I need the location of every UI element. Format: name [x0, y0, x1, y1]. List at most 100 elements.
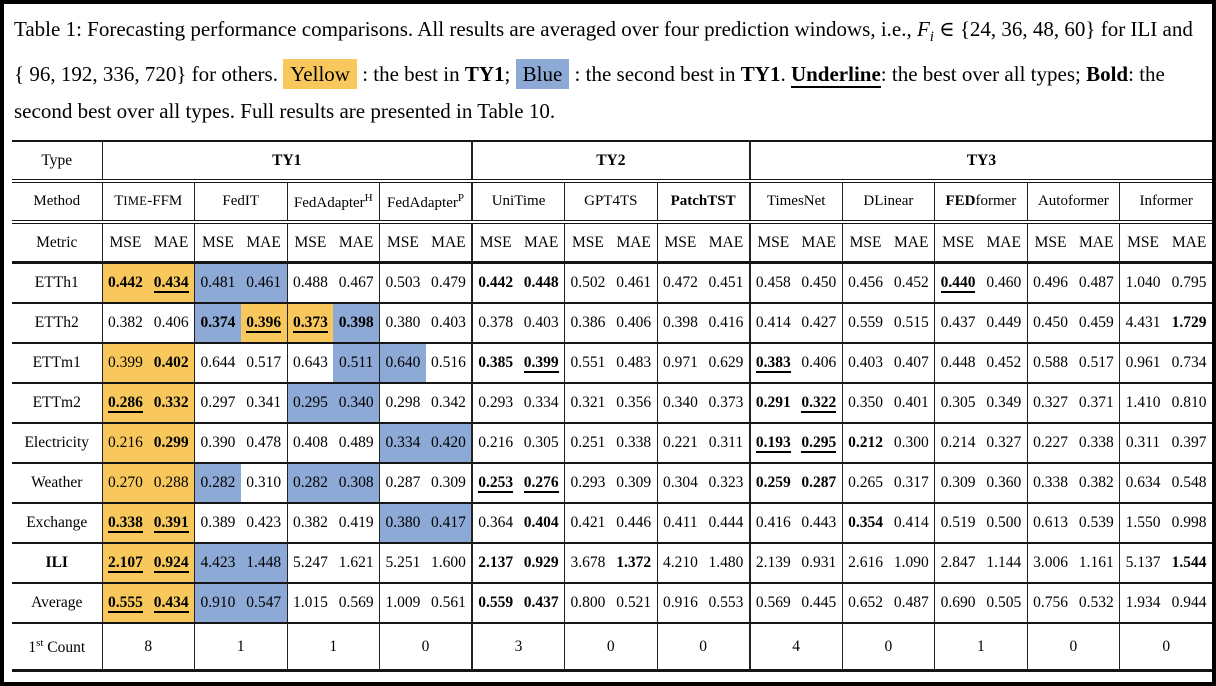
metric-value: 1.934 — [1125, 594, 1161, 612]
metric-value: 0.378 — [478, 314, 514, 332]
metric-value: 1.480 — [708, 554, 744, 572]
value-cell: 0.406 — [148, 303, 195, 345]
metric-value: 0.304 — [662, 474, 698, 492]
value-cell: 1.090 — [888, 543, 935, 585]
method-name-segment: Autoformer — [1037, 193, 1109, 210]
metric-value: 0.354 — [848, 514, 883, 532]
metric-value: 0.398 — [662, 314, 698, 332]
metric-value: 1.410 — [1125, 394, 1161, 412]
row-label: ETTh1 — [12, 262, 102, 305]
metric-value: 0.373 — [708, 394, 744, 412]
metric-value: 0.334 — [385, 434, 421, 452]
value-cell: 0.216 — [471, 423, 519, 465]
group-header: TY1 — [101, 141, 473, 184]
value-cell: 0.516 — [425, 343, 473, 385]
value-cell: 0.519 — [934, 503, 981, 545]
metric-value: 0.221 — [662, 434, 698, 452]
value-cell: 0.444 — [703, 503, 750, 545]
value-cell: 0.373 — [703, 383, 750, 425]
value-cell: 0.293 — [471, 383, 519, 425]
method-name-segment: FedIT — [222, 193, 260, 210]
value-cell: 1.600 — [425, 543, 473, 585]
metric-value: 0.437 — [523, 594, 559, 612]
value-cell: 0.404 — [518, 503, 565, 545]
metric-value: 0.483 — [616, 354, 652, 372]
metric-value: 0.559 — [848, 314, 883, 332]
method-header: TimesNet — [748, 181, 843, 225]
metric-value: 0.450 — [1033, 314, 1068, 332]
value-cell: 0.408 — [286, 423, 334, 465]
value-cell: 0.478 — [240, 423, 287, 465]
metric-value: 0.440 — [940, 274, 976, 294]
value-cell: 2.139 — [748, 543, 796, 585]
method-name-segment: FED — [945, 193, 976, 210]
value-cell: 1.410 — [1119, 383, 1166, 425]
metric-value: 0.467 — [338, 274, 374, 292]
value-cell: 0.401 — [888, 383, 935, 425]
metric-value: 1.015 — [292, 594, 328, 612]
metric-value: 0.338 — [616, 434, 652, 452]
value-cell: 0.532 — [1073, 583, 1120, 625]
metric-value: 0.588 — [1033, 354, 1068, 372]
metric-value: 0.481 — [200, 274, 236, 292]
metric-value: 1.600 — [430, 554, 466, 572]
value-cell: 0.406 — [610, 303, 658, 345]
value-cell: 0.286 — [101, 383, 149, 425]
value-cell: 0.496 — [1026, 262, 1074, 305]
method-name-segment: Informer — [1139, 193, 1193, 210]
value-cell: 0.385 — [471, 343, 519, 385]
count-value-cell: 0 — [379, 623, 473, 673]
value-cell: 0.452 — [888, 262, 935, 305]
value-cell: 0.442 — [471, 262, 519, 305]
metric-value: 0.652 — [848, 594, 883, 612]
metric-value: 0.449 — [986, 314, 1022, 332]
metric-value: 0.521 — [616, 594, 652, 612]
method-header: FedAdapterP — [379, 181, 473, 225]
value-cell: 0.304 — [656, 463, 704, 505]
method-name-segment: FedAdapter — [293, 194, 365, 211]
value-cell: 0.399 — [518, 343, 565, 385]
value-cell: 0.517 — [240, 343, 287, 385]
metric-header-mse: MSE — [564, 222, 611, 265]
metric-value: 0.640 — [385, 354, 421, 372]
method-header: FEDformer — [934, 181, 1028, 225]
metric-value: 0.929 — [523, 554, 559, 572]
value-cell: 1.550 — [1119, 503, 1166, 545]
value-cell: 0.416 — [703, 303, 750, 345]
metric-value: 0.403 — [430, 314, 466, 332]
metric-value: 2.139 — [755, 554, 791, 572]
value-cell: 1.729 — [1165, 303, 1212, 345]
method-header: FedIT — [194, 181, 287, 225]
metric-value: 0.502 — [570, 274, 606, 292]
value-cell: 0.640 — [378, 343, 426, 385]
count-value: 1 — [329, 637, 338, 655]
count-value-cell: 0 — [564, 623, 658, 673]
metric-header-mae: MAE — [795, 222, 843, 265]
method-name-segment: H — [364, 191, 373, 204]
metric-value: 0.286 — [107, 394, 143, 414]
metric-value: 2.107 — [107, 554, 143, 574]
value-cell: 0.521 — [610, 583, 658, 625]
value-cell: 0.539 — [1073, 503, 1120, 545]
value-cell: 0.212 — [841, 423, 889, 465]
value-cell: 0.327 — [1026, 383, 1074, 425]
count-value-cell: 1 — [286, 623, 380, 673]
value-cell: 4.210 — [656, 543, 704, 585]
value-cell: 0.259 — [748, 463, 796, 505]
metric-header-mae: MAE — [518, 222, 565, 265]
metric-header-mse: MSE — [471, 222, 519, 265]
value-cell: 4.431 — [1119, 303, 1166, 345]
method-header: Autoformer — [1026, 181, 1120, 225]
value-cell: 0.253 — [471, 463, 519, 505]
value-cell: 0.434 — [148, 262, 195, 305]
value-cell: 0.434 — [148, 583, 195, 625]
metric-header-mae: MAE — [425, 222, 473, 265]
caption-segment: : the best over all types; — [880, 62, 1087, 87]
metric-value: 4.431 — [1125, 314, 1161, 332]
value-cell: 0.555 — [101, 583, 149, 625]
value-cell: 0.421 — [564, 503, 611, 545]
group-label: TY2 — [596, 151, 626, 169]
count-label-segment: st — [36, 636, 44, 649]
value-cell: 0.317 — [888, 463, 935, 505]
metric-value: 0.437 — [940, 314, 976, 332]
